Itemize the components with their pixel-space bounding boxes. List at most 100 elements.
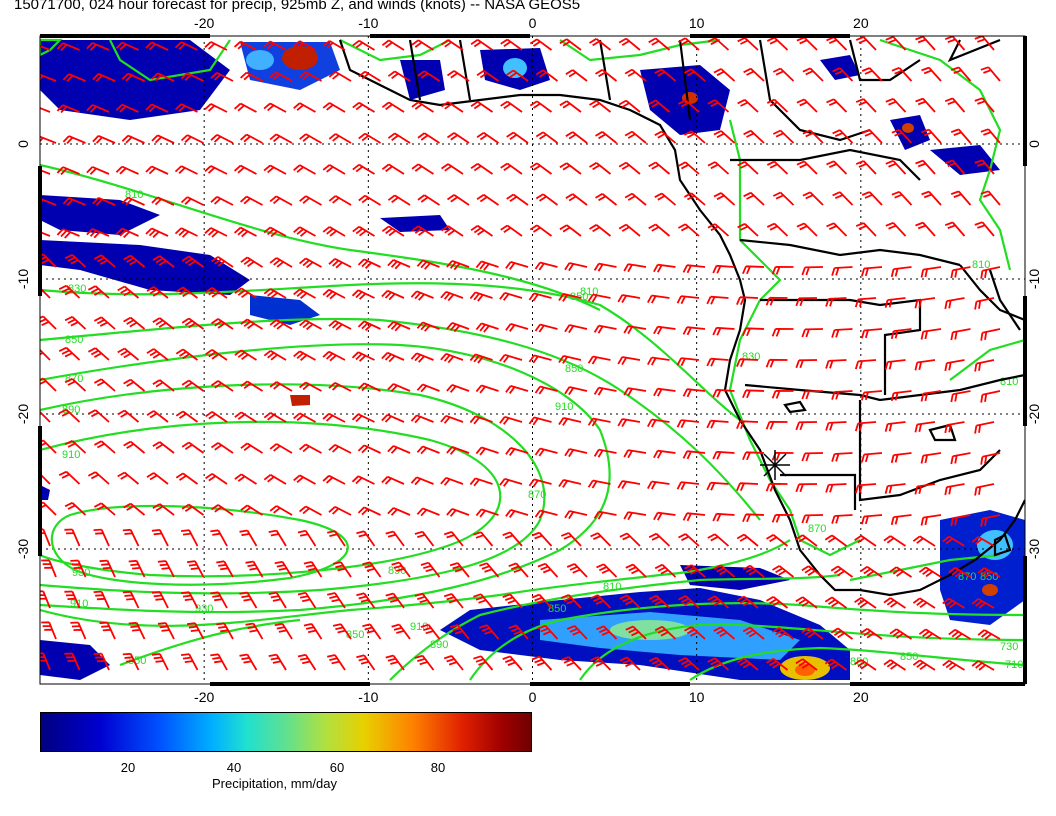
wind-barb (62, 73, 86, 83)
wind-barb (123, 378, 146, 392)
wind-barb (534, 509, 558, 519)
wind-barb (678, 595, 700, 609)
wind-barb (180, 591, 199, 609)
wind-barb (713, 626, 736, 640)
wind-barb (475, 446, 499, 456)
map-border-bars (38, 34, 1027, 686)
contour-line (579, 623, 1025, 681)
wind-barb (831, 390, 853, 400)
wind-barb (915, 36, 936, 51)
wind-barb (977, 567, 1001, 578)
wind-barb (619, 594, 641, 609)
wind-barb (87, 409, 110, 423)
wind-barb (93, 590, 110, 609)
wind-barb (595, 193, 618, 206)
wind-barb (566, 563, 588, 578)
precip-region (40, 40, 230, 120)
wind-barb (297, 529, 317, 547)
wind-barb (328, 133, 352, 144)
wind-barb (123, 440, 146, 454)
wind-barb (948, 566, 971, 578)
precip-region (680, 565, 790, 590)
wind-barb (210, 504, 234, 516)
contour-value-label: 850 (548, 603, 566, 615)
wind-barb (944, 159, 966, 175)
wind-barbs (40, 36, 1001, 671)
wind-barb (470, 38, 494, 51)
wind-barb (146, 348, 169, 361)
wind-barb (210, 653, 228, 671)
wind-barb (416, 259, 440, 270)
wind-barb (322, 412, 346, 423)
wind-barb (560, 594, 582, 609)
wind-barb (332, 561, 352, 578)
wind-barb (362, 623, 382, 640)
precip-region (400, 60, 445, 100)
wind-barb (64, 253, 87, 268)
wind-barb (205, 473, 228, 485)
wind-barb (240, 504, 263, 516)
wind-barb (802, 67, 824, 82)
wind-barb (322, 474, 346, 485)
wind-barb (950, 452, 971, 465)
wind-barb (58, 284, 81, 299)
wind-barb (357, 506, 381, 516)
wind-barb (742, 513, 765, 523)
contour-value-label: 910 (62, 449, 80, 461)
lon-label-bottom: 10 (689, 689, 705, 705)
wind-barb (743, 67, 765, 82)
wind-barb (92, 134, 116, 144)
wind-barb (766, 658, 789, 671)
wind-barb (980, 190, 1001, 206)
wind-barb (564, 262, 588, 272)
wind-barb (180, 653, 199, 671)
wind-barb (677, 161, 700, 175)
lat-label-right: -10 (1026, 269, 1042, 289)
wind-barb (861, 514, 883, 525)
wind-barb (40, 107, 51, 113)
country-border (758, 39, 871, 142)
wind-barb (40, 315, 57, 330)
wind-barb (40, 528, 51, 547)
country-border (739, 238, 961, 267)
wind-barb (152, 317, 175, 330)
wind-barb (500, 100, 523, 113)
colorbar-tick-label: 20 (120, 760, 136, 775)
wind-barb (648, 37, 671, 51)
wind-barb (944, 483, 965, 496)
wind-barb (883, 597, 906, 609)
wind-barb (239, 529, 258, 547)
wind-barb (974, 421, 995, 434)
lon-label-top: 0 (529, 15, 537, 31)
wind-barb (56, 42, 80, 52)
wind-barb (502, 531, 523, 547)
lat-label-left: 0 (15, 140, 31, 148)
wind-barb (974, 159, 995, 175)
wind-barb (152, 255, 175, 268)
wind-barb (440, 163, 464, 175)
wind-barb (414, 654, 435, 671)
precip-region (40, 485, 50, 500)
wind-barb (974, 221, 995, 237)
lake (783, 400, 807, 414)
wind-barb (263, 102, 287, 113)
wind-barb (381, 413, 405, 423)
wind-barb (883, 659, 906, 671)
wind-barb (245, 560, 264, 578)
wind-barb (58, 346, 81, 361)
wind-barb (883, 535, 906, 547)
wind-barb (653, 387, 676, 397)
wind-barb (619, 532, 641, 547)
wind-barb (772, 67, 795, 82)
wind-barb (500, 162, 523, 175)
wind-barb (742, 265, 765, 275)
colorbar-tick-label: 80 (430, 760, 446, 775)
wind-barb (186, 560, 205, 578)
wind-barb (146, 410, 169, 423)
wind-barb (181, 379, 205, 392)
wind-barb (589, 224, 612, 237)
wind-barb (505, 447, 529, 456)
wind-barb (381, 101, 405, 113)
wind-barb (299, 443, 322, 454)
